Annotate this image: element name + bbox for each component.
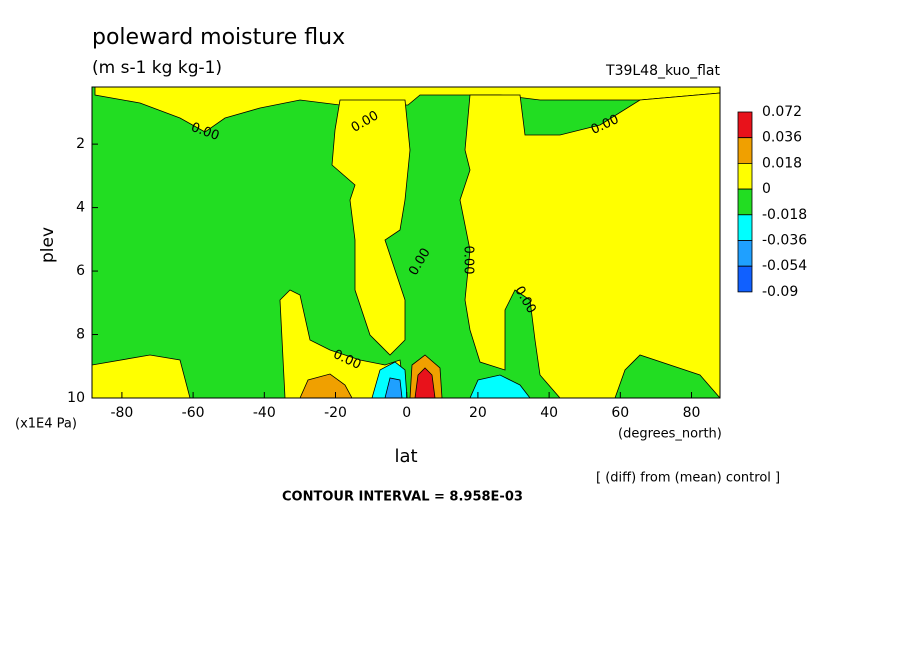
x-tick-label: -20 bbox=[324, 405, 347, 421]
y-tick-label: 8 bbox=[76, 327, 85, 343]
colorbar-label: 0 bbox=[762, 181, 771, 197]
plot-frame bbox=[91, 86, 721, 399]
x-tick-label: -60 bbox=[182, 405, 205, 421]
x-tick-label: 60 bbox=[611, 405, 629, 421]
colorbar-box bbox=[737, 162, 753, 190]
x-tick-label: 40 bbox=[540, 405, 558, 421]
contour-label: 0.00 bbox=[461, 246, 476, 275]
x-tick-label: 0 bbox=[402, 405, 411, 421]
contour-region bbox=[459, 92, 720, 398]
contour-region bbox=[384, 377, 403, 398]
colorbar-box bbox=[737, 240, 753, 267]
colorbar-label: 0.072 bbox=[762, 104, 802, 120]
contour-region bbox=[92, 354, 191, 398]
y-axis-units: (x1E4 Pa) bbox=[15, 417, 77, 432]
dataset-label: T39L48_kuo_flat bbox=[605, 63, 720, 79]
colorbar-label: -0.036 bbox=[762, 233, 807, 249]
y-tick-label: 10 bbox=[67, 390, 85, 406]
contour-region bbox=[299, 373, 353, 398]
x-tick-label: 20 bbox=[469, 405, 487, 421]
chart-title: poleward moisture flux bbox=[92, 25, 345, 50]
contour-region bbox=[469, 374, 531, 398]
contour-region bbox=[414, 367, 436, 398]
colorbar-label: 0.036 bbox=[762, 130, 802, 146]
x-tick-label: -80 bbox=[110, 405, 133, 421]
contour-region bbox=[279, 289, 406, 398]
plot-area: 0.00 0.00 0.000.00 0.000.000.00 bbox=[92, 87, 720, 398]
colorbar-box bbox=[737, 188, 753, 216]
x-axis-label: lat bbox=[394, 446, 417, 467]
colorbar-label: -0.09 bbox=[762, 284, 798, 300]
footnote: [ (diff) from (mean) control ] bbox=[596, 471, 780, 486]
y-tick-label: 2 bbox=[76, 136, 85, 152]
chart-subtitle: (m s-1 kg kg-1) bbox=[92, 58, 222, 78]
contour-region bbox=[331, 99, 411, 356]
colorbar-label: 0.018 bbox=[762, 155, 802, 171]
colorbar-label: -0.054 bbox=[762, 258, 807, 274]
contour-interval: CONTOUR INTERVAL = 8.958E-03 bbox=[282, 490, 523, 505]
colorbar-label: -0.018 bbox=[762, 207, 807, 223]
y-tick-label: 6 bbox=[76, 263, 85, 279]
x-tick-label: -40 bbox=[253, 405, 276, 421]
y-tick-label: 4 bbox=[76, 200, 85, 216]
colorbar-box bbox=[737, 265, 753, 293]
colorbar-box bbox=[737, 137, 753, 164]
colorbar-box bbox=[737, 214, 753, 241]
x-tick-label: 80 bbox=[683, 405, 701, 421]
colorbar-box bbox=[737, 111, 753, 139]
y-axis-label: plev bbox=[38, 227, 58, 263]
x-axis-units: (degrees_north) bbox=[618, 427, 722, 442]
